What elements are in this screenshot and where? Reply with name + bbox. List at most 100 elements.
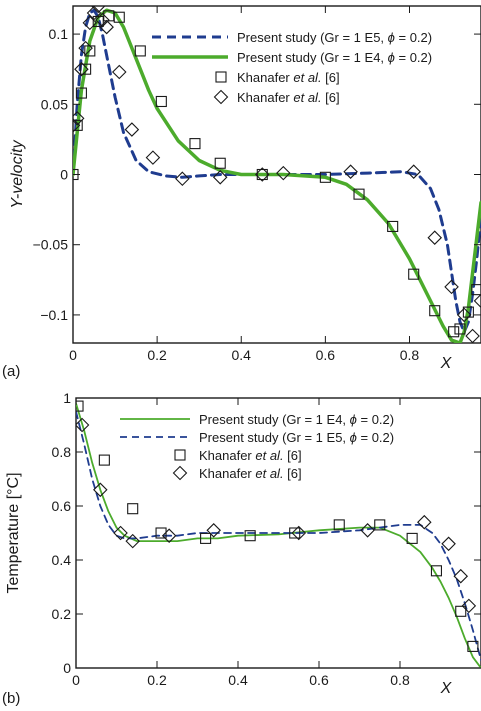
panel-label: (a) [2,363,20,380]
diamond-marker [124,122,140,137]
y-axis-label: Temperature [°C] [5,472,22,593]
diamond-marker [161,528,177,543]
y-tick-label: 0.1 [49,26,69,42]
legend-marker [215,71,227,83]
square-marker [200,532,212,544]
diamond-marker [175,171,190,186]
square-marker [408,268,420,280]
y-tick-label: 0 [63,660,71,676]
x-tick-label: 0.6 [316,347,336,363]
square-marker [155,95,167,108]
x-tick-label: 0.2 [147,672,167,688]
square-marker [75,87,87,99]
diamond-marker [291,525,307,541]
diamond-marker [276,165,291,181]
diamond-marker [444,279,459,295]
square-marker [406,532,418,544]
solid-series-line [76,402,481,668]
diamond-marker [461,598,477,614]
diamond-marker [93,482,108,498]
legend-marker [213,89,229,105]
square-marker [80,63,92,75]
diamond-marker [86,6,102,21]
legend-label: Khanafer et al. [6] [199,448,302,463]
diamond-marker [255,167,270,182]
square-marker [467,640,479,652]
x-tick-label: 0.4 [232,347,252,363]
square-marker [214,157,226,169]
x-tick-label: 0.8 [390,672,410,688]
legend-label: Khanafer et al. [6] [237,70,340,85]
square-marker [430,565,443,577]
diamond-marker [113,525,128,541]
legend-marker [172,465,188,481]
diamond-marker [76,417,90,433]
legend-label: Present study (Gr = 1 E4, ϕ = 0.2) [237,50,432,65]
diamond-marker [73,118,81,133]
square-marker [448,326,460,338]
dashed-series-line [73,8,481,334]
diamond-marker [473,293,481,309]
x-tick-label: 0 [72,672,80,688]
diamond-marker [360,523,375,538]
square-marker [353,188,365,200]
square-marker [244,530,256,542]
plot-area [76,400,481,668]
legend: Present study (Gr = 1 E4, ϕ = 0.2) Presen… [120,412,394,481]
square-marker [387,220,399,233]
diamond-marker [406,164,421,179]
plot-area [73,6,481,343]
y-tick-label: 0.2 [52,606,72,622]
y-tick-label: 0.8 [52,444,72,460]
chart-a: 0 0.2 0.4 0.6 0.8 −0.1 −0.05 0 0.05 0.1 X Y-velocit… [2,5,481,380]
square-marker [289,527,301,539]
diamond-marker [206,523,221,538]
chart-b: 0 0.2 0.4 0.6 0.8 0 0.2 0.4 0.6 0.8 1 X Temperature … [2,390,481,707]
square-marker [319,171,331,183]
square-marker [127,503,139,515]
square-marker [454,323,466,335]
x-axis-label: X [440,680,453,697]
diamond-marker [74,61,89,77]
legend: Present study (Gr = 1 E5, ϕ = 0.2) Presen… [152,30,432,105]
diamond-marker [465,328,480,343]
x-tick-label: 0 [69,347,77,363]
legend-label: Khanafer et al. [6] [237,90,340,105]
diamond-marker [343,164,358,179]
diamond-marker [427,230,443,245]
y-tick-label: −0.05 [33,237,69,253]
legend-marker [174,449,186,461]
y-tick-label: −0.1 [40,307,68,323]
legend-label: Present study (Gr = 1 E5, ϕ = 0.2) [199,430,394,445]
y-tick-label: 1 [63,390,71,406]
square-marker [113,11,125,23]
diamond-marker [73,111,85,126]
legend-label: Khanafer et al. [6] [199,466,302,481]
diamond-marker [78,40,93,56]
diamond-marker [417,514,432,530]
y-tick-label: 0.4 [52,552,72,568]
square-marker [134,45,146,57]
diamond-marker [453,568,469,584]
legend-label: Present study (Gr = 1 E5, ϕ = 0.2) [237,30,432,45]
diamond-marker [145,150,161,165]
panel-label: (b) [2,690,20,707]
y-tick-label: 0.05 [41,96,68,112]
square-marker [429,305,441,317]
diamond-marker [95,12,110,28]
diamond-marker [441,536,456,552]
x-tick-label: 0.8 [400,347,420,363]
diamond-marker [111,64,127,80]
diamond-marker [99,19,114,35]
square-marker [256,168,268,181]
square-marker [471,284,481,296]
x-tick-label: 0.2 [147,347,167,363]
diamond-marker [90,6,106,14]
y-tick-label: 0 [60,167,68,183]
diamond-marker [456,307,472,323]
square-marker [76,400,84,412]
square-marker [189,138,201,150]
legend-label: Present study (Gr = 1 E4, ϕ = 0.2) [199,412,394,427]
plot-frame [75,397,481,669]
